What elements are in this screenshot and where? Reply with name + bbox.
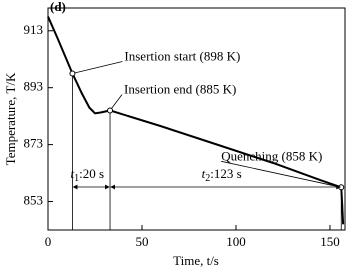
x-axis-title: Time, t/s — [173, 253, 219, 268]
y-tick-label: 893 — [24, 79, 44, 94]
y-tick-label: 913 — [24, 22, 44, 37]
y-tick-label: 873 — [24, 136, 44, 151]
interval-text: :123 s — [210, 166, 241, 181]
annotation-text: Insertion start (898 K) — [124, 48, 240, 63]
x-tick-label: 150 — [320, 234, 340, 249]
annotation-leader — [221, 160, 342, 188]
y-tick-label: 853 — [24, 193, 44, 208]
interval-label: t2:123 s — [202, 166, 242, 184]
annotation-leader — [109, 94, 123, 111]
annotation-leader — [72, 61, 123, 74]
annotation-text: Quenching (858 K) — [221, 148, 322, 163]
annotation-marker — [69, 70, 76, 77]
plot-frame — [47, 7, 346, 231]
interval-subscript: 1 — [74, 173, 79, 184]
interval-label: t1:20 s — [70, 166, 104, 184]
panel-label: (d) — [50, 0, 66, 14]
y-axis-title: Temperature, T/K — [3, 72, 18, 165]
x-tick-label: 0 — [45, 234, 52, 249]
interval-symbol: t — [70, 166, 74, 181]
interval-text: :20 s — [79, 166, 104, 181]
x-tick-label: 50 — [135, 234, 148, 249]
interval-symbol: t — [202, 166, 206, 181]
interval-subscript: 2 — [205, 173, 210, 184]
annotation-text: Insertion end (885 K) — [124, 81, 236, 96]
annotation-marker — [107, 107, 114, 114]
x-tick-label: 100 — [226, 234, 246, 249]
